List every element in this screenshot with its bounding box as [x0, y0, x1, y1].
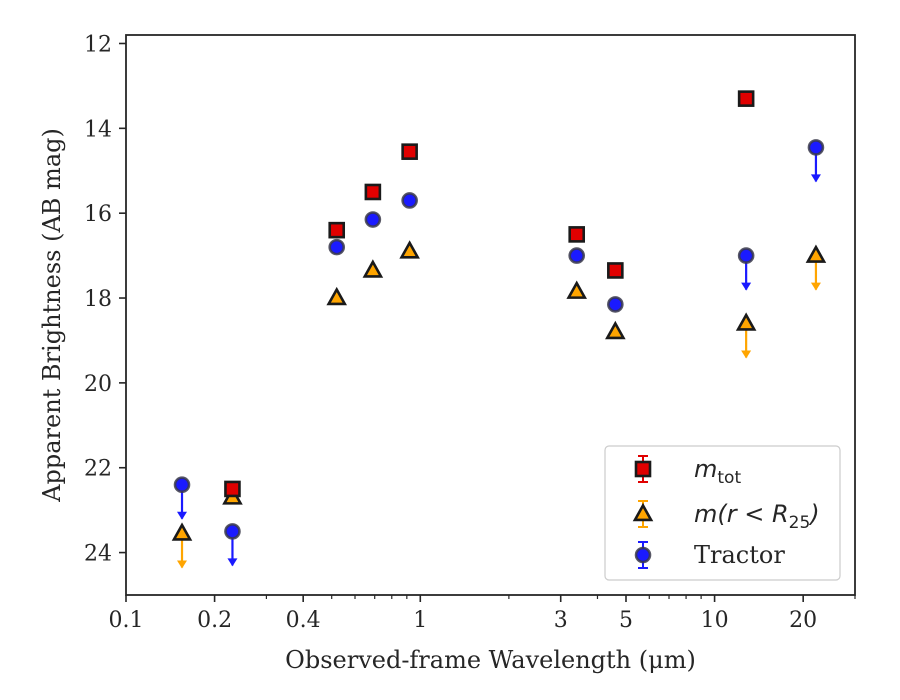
plot-marks — [171, 90, 827, 569]
axis-ticks: 0.1 0.2 0.4 1 3 5 10 20 12 14 16 18 20 22 24 — [84, 32, 856, 633]
square-marker — [737, 90, 755, 107]
circle-point — [173, 476, 191, 520]
x-tick-label: 20 — [789, 608, 817, 633]
y-tick-label: 16 — [84, 202, 112, 227]
square-marker — [634, 460, 652, 478]
triangle-marker — [735, 312, 757, 331]
square-marker — [607, 262, 624, 279]
circle-marker — [634, 546, 652, 564]
upper-limit-arrowhead — [810, 282, 821, 291]
triangle-marker — [171, 522, 193, 541]
triangle-point — [605, 320, 626, 340]
y-tick-label: 12 — [84, 32, 112, 57]
triangle-marker — [326, 286, 348, 306]
legend-entry: Tractor — [634, 541, 785, 569]
triangle-marker — [632, 502, 654, 522]
upper-limit-arrowhead — [177, 560, 188, 569]
x-tick-label: 10 — [701, 608, 729, 633]
circle-point — [328, 238, 346, 256]
square-point — [364, 183, 382, 201]
circle-point — [401, 192, 418, 209]
square-marker — [568, 226, 586, 243]
triangle-point — [326, 286, 348, 306]
legend-label: mtot — [694, 455, 741, 488]
square-point — [568, 226, 586, 243]
square-point — [401, 143, 418, 160]
legend-label: Tractor — [694, 541, 785, 569]
y-tick-label: 24 — [84, 542, 112, 567]
circle-marker — [364, 211, 382, 228]
square-point — [328, 221, 346, 239]
legend-entry: mtot — [634, 455, 741, 488]
circle-marker — [568, 247, 586, 264]
square-marker — [364, 183, 382, 201]
upper-limit-arrowhead — [741, 350, 752, 359]
triangle-point — [399, 240, 420, 259]
legend-box — [604, 445, 841, 581]
upper-limit-arrowhead — [741, 282, 752, 291]
circle-marker — [328, 238, 346, 256]
upper-limit-arrowhead — [810, 174, 821, 183]
circle-marker — [607, 296, 624, 313]
circle-point — [737, 247, 755, 291]
circle-point — [224, 523, 241, 567]
triangle-marker — [362, 259, 384, 278]
triangle-point — [566, 280, 587, 299]
y-tick-label: 22 — [84, 457, 112, 482]
circle-marker — [224, 523, 241, 540]
upper-limit-arrowhead — [177, 511, 188, 520]
circle-marker — [807, 139, 825, 156]
triangle-marker — [399, 240, 420, 259]
x-tick-label: 0.2 — [197, 608, 232, 633]
circle-point — [607, 296, 624, 313]
series-square — [224, 90, 755, 498]
x-axis-label: Observed-frame Wavelength (μm) — [285, 646, 696, 674]
triangle-marker — [566, 280, 587, 299]
x-tick-label: 0.4 — [286, 608, 321, 633]
triangle-point — [362, 259, 384, 278]
triangle-marker — [805, 244, 827, 263]
x-tick-label: 0.1 — [109, 608, 144, 633]
y-tick-label: 20 — [84, 372, 112, 397]
y-tick-label: 14 — [84, 117, 112, 142]
circle-point — [364, 211, 382, 228]
x-tick-label: 3 — [554, 608, 568, 633]
legend-entry: m(r < R25) — [632, 500, 820, 533]
square-marker — [224, 480, 241, 498]
triangle-point — [805, 244, 827, 291]
legend: mtot m(r < R25) Tractor — [604, 445, 841, 581]
circle-point — [568, 247, 586, 264]
circle-point — [807, 139, 825, 183]
triangle-point — [735, 312, 757, 359]
plot-frame — [125, 34, 856, 596]
series-circle — [173, 139, 825, 567]
circle-marker — [401, 192, 418, 209]
square-point — [737, 90, 755, 107]
x-tick-label: 1 — [413, 608, 427, 633]
legend-label: m(r < R25) — [694, 500, 820, 533]
square-marker — [401, 143, 418, 160]
triangle-point — [171, 522, 193, 569]
circle-marker — [737, 247, 755, 264]
triangle-marker — [605, 320, 626, 340]
square-point — [607, 262, 624, 279]
upper-limit-arrowhead — [227, 558, 238, 567]
square-marker — [328, 221, 346, 239]
y-axis-label: Apparent Brightness (AB mag) — [38, 128, 66, 503]
square-point — [224, 480, 241, 498]
y-tick-label: 18 — [84, 287, 112, 312]
circle-marker — [173, 476, 191, 493]
x-tick-label: 5 — [619, 608, 633, 633]
